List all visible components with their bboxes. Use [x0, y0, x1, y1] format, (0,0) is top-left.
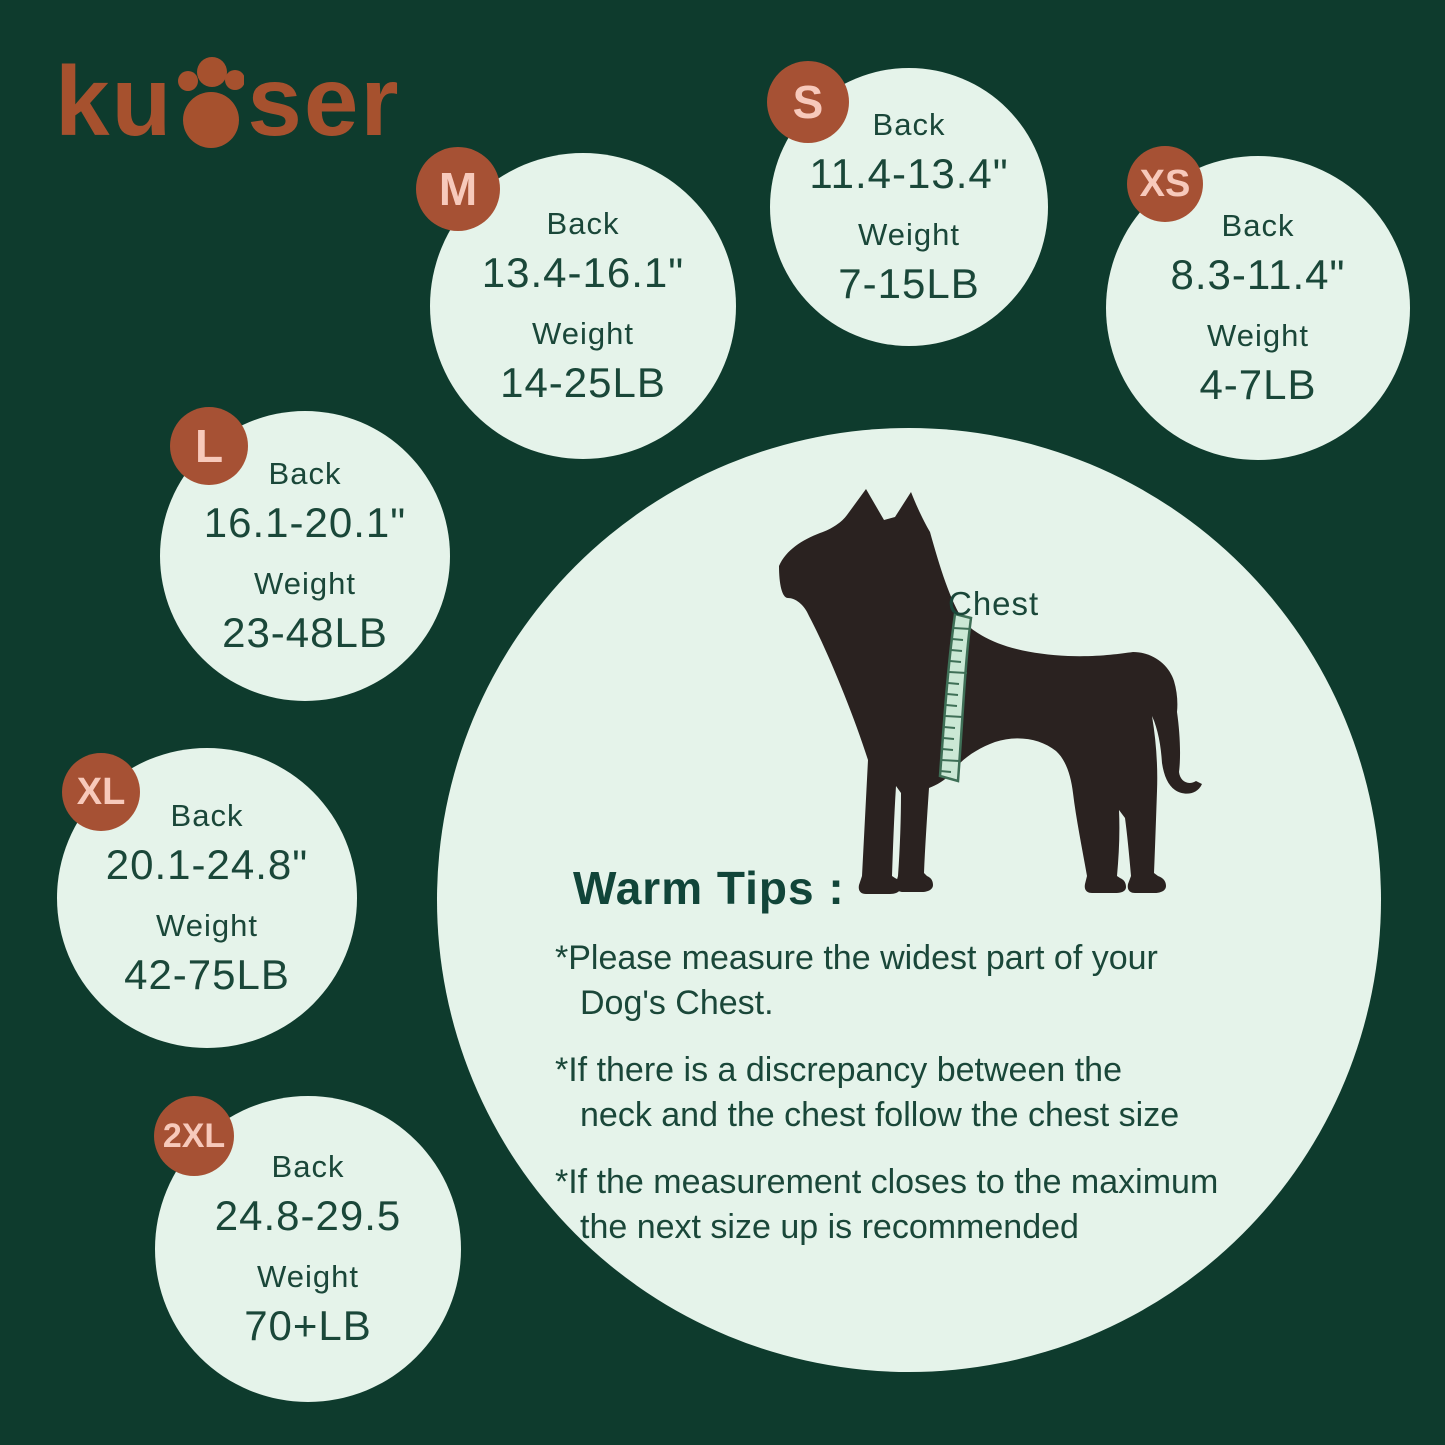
size-bubble-s: Back 11.4-13.4" Weight 7-15LB: [770, 68, 1048, 346]
chest-label: Chest: [948, 585, 1040, 622]
weight-label: Weight: [156, 907, 258, 943]
tip-item: *If the measurement closes to the maximu…: [555, 1160, 1265, 1250]
back-label: Back: [271, 1148, 345, 1184]
back-label: Back: [872, 106, 946, 142]
weight-label: Weight: [858, 216, 960, 252]
weight-label: Weight: [254, 565, 356, 601]
size-badge-m: M: [416, 147, 500, 231]
size-circle-xs: XS Back 8.3-11.4" Weight 4-7LB: [1106, 146, 1410, 460]
brand-logo: ku ser: [55, 52, 401, 150]
size-badge-l: L: [170, 407, 248, 485]
back-value: 11.4-13.4": [809, 149, 1009, 197]
back-label: Back: [268, 455, 342, 491]
size-code: S: [792, 76, 824, 128]
tip-line: neck and the chest follow the chest size: [580, 1096, 1180, 1134]
size-circle-s: S Back 11.4-13.4" Weight 7-15LB: [767, 61, 1048, 346]
weight-value: 70+LB: [244, 1301, 372, 1349]
warm-tips-heading: Warm Tips :: [573, 862, 845, 914]
back-label: Back: [170, 797, 244, 833]
size-badge-xl: XL: [62, 753, 140, 831]
back-value: 20.1-24.8": [105, 840, 309, 888]
tape-ticks-icon: [939, 627, 972, 773]
size-code: XS: [1139, 162, 1191, 205]
weight-value: 23-48LB: [222, 608, 388, 656]
measure-diagram-panel: Chest Warm Tips : *Please measure the wi…: [437, 428, 1381, 1372]
tip-line: Dog's Chest.: [580, 984, 774, 1022]
weight-label: Weight: [257, 1258, 359, 1294]
back-value: 13.4-16.1": [481, 248, 685, 296]
tip-line: *Please measure the widest part of your: [555, 939, 1158, 977]
tip-line: *If the measurement closes to the maximu…: [555, 1163, 1219, 1201]
size-badge-xs: XS: [1127, 146, 1203, 222]
back-label: Back: [1221, 207, 1295, 243]
size-circle-l: L Back 16.1-20.1" Weight 23-48LB: [160, 407, 450, 701]
warm-tips-list: *Please measure the widest part of your …: [555, 936, 1265, 1272]
brand-logo-text-suffix: ser: [247, 46, 401, 156]
size-bubble-m: Back 13.4-16.1" Weight 14-25LB: [430, 153, 736, 459]
brand-logo-text-prefix: ku: [55, 46, 174, 156]
size-circle-2xl: 2XL Back 24.8-29.5 Weight 70+LB: [154, 1096, 461, 1402]
weight-label: Weight: [532, 315, 634, 351]
size-badge-2xl: 2XL: [154, 1096, 234, 1176]
dog-body: [779, 489, 1202, 894]
size-circle-xl: XL Back 20.1-24.8" Weight 42-75LB: [57, 748, 357, 1048]
size-code: M: [438, 163, 478, 215]
back-value: 16.1-20.1": [203, 498, 407, 546]
tip-item: *Please measure the widest part of your …: [555, 936, 1265, 1026]
back-value: 24.8-29.5: [214, 1191, 402, 1239]
back-label: Back: [546, 205, 620, 241]
size-code: XL: [76, 770, 126, 813]
weight-value: 14-25LB: [500, 358, 666, 406]
weight-value: 7-15LB: [838, 259, 980, 307]
tip-item: *If there is a discrepancy between the n…: [555, 1048, 1265, 1138]
weight-value: 42-75LB: [124, 950, 290, 998]
weight-value: 4-7LB: [1199, 360, 1317, 408]
tip-line: *If there is a discrepancy between the: [555, 1051, 1122, 1089]
dog-silhouette: [779, 489, 1202, 894]
weight-label: Weight: [1207, 317, 1309, 353]
size-badge-s: S: [767, 61, 849, 143]
back-value: 8.3-11.4": [1170, 250, 1346, 298]
tip-line: the next size up is recommended: [580, 1208, 1079, 1246]
size-circle-m: M Back 13.4-16.1" Weight 14-25LB: [416, 147, 736, 459]
size-code: 2XL: [162, 1116, 226, 1155]
paw-icon: [178, 57, 245, 148]
size-code: L: [194, 420, 224, 472]
